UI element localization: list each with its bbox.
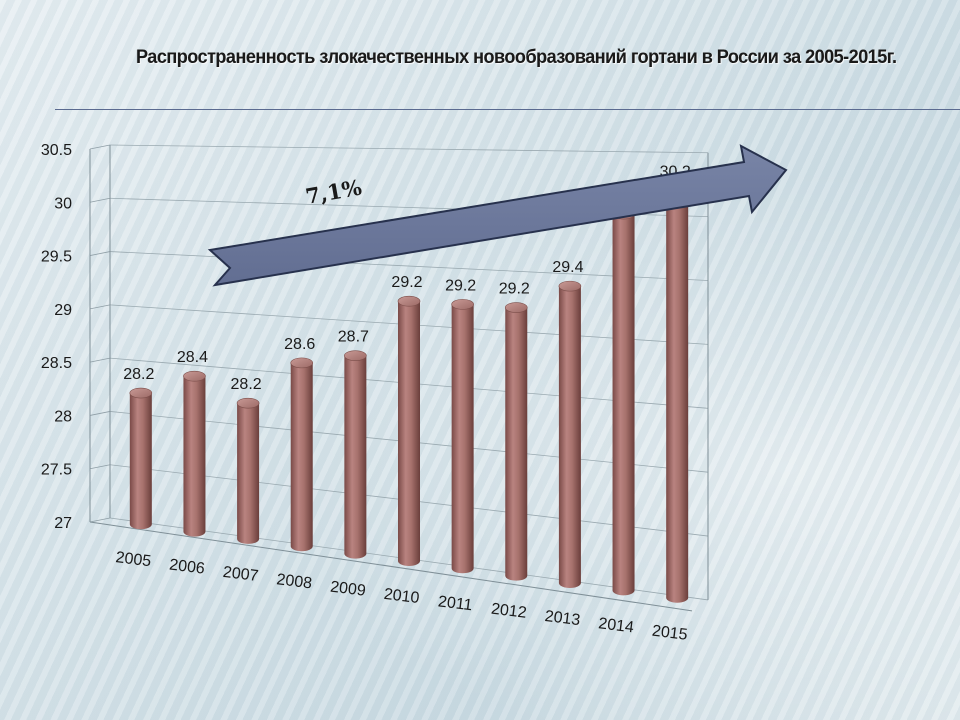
x-axis-line [89, 521, 693, 612]
value-label: 29.4 [552, 259, 583, 276]
bar-2013 [558, 280, 582, 589]
x-tick-label: 2009 [329, 579, 367, 600]
grid-line [109, 251, 709, 281]
grid-side-line [89, 197, 111, 203]
x-tick-label: 2005 [115, 549, 153, 570]
y-tick-label: 28.5 [41, 355, 72, 372]
bar-body [290, 362, 313, 552]
bar-2005 [129, 387, 153, 530]
x-tick-label: 2007 [222, 564, 260, 585]
x-tick-label: 2013 [544, 608, 582, 629]
slide-title: Распространенность злокачественных новоо… [136, 46, 897, 68]
grid-side-line [89, 517, 111, 523]
bar-top [183, 370, 206, 382]
bar-body [666, 190, 689, 603]
axes [89, 145, 709, 612]
grid-line [109, 144, 709, 154]
x-axis-labels: 2005 2006 2007 2008 2009 2010 2011 2012 2013 2014… [115, 549, 689, 644]
bar-2014 [612, 208, 635, 596]
value-label: 28.4 [177, 349, 208, 366]
bar-body [237, 403, 260, 544]
bar-body [612, 214, 635, 596]
y-tick-label: 29.5 [41, 249, 72, 266]
x-tick-label: 2008 [276, 571, 314, 592]
bar-body [398, 301, 420, 566]
bar-2015 [665, 185, 689, 603]
bar-body [344, 355, 367, 559]
bar-top [344, 350, 367, 361]
value-label: 28.6 [284, 336, 315, 353]
bar-body [183, 376, 206, 537]
title-divider [55, 109, 960, 110]
bar-top [290, 357, 314, 369]
y-tick-label: 30 [54, 195, 72, 212]
value-label: 29.2 [391, 274, 422, 291]
value-label: 29.2 [445, 277, 476, 294]
x-tick-label: 2011 [437, 593, 473, 614]
bar-2011 [451, 299, 474, 574]
bar-top [451, 299, 474, 310]
trend-arrow: 7,1% [207, 144, 788, 287]
grid-side-line [89, 304, 111, 310]
y-tick-label: 27.5 [41, 462, 72, 479]
grid-side-line [89, 144, 111, 150]
bar-top [129, 387, 153, 399]
x-tick-label: 2006 [168, 556, 206, 577]
bar-2007 [236, 397, 260, 544]
bar-body [451, 304, 474, 574]
bar-top [236, 397, 260, 409]
x-tick-label: 2014 [597, 615, 635, 636]
bar-2006 [183, 370, 206, 537]
grid-side-line [89, 411, 111, 416]
grid-side-line [89, 251, 111, 256]
value-label: 28.2 [123, 366, 154, 383]
bar-body [129, 393, 152, 530]
value-label: 28.7 [338, 329, 369, 346]
bar-body [505, 307, 528, 581]
y-tick-label: 28 [54, 408, 72, 425]
bar-2009 [344, 350, 367, 559]
bar-2012 [504, 302, 528, 581]
grid-side-line [89, 357, 111, 363]
x-tick-label: 2010 [383, 586, 421, 607]
value-labels: 28.228.428.228.628.729.229.229.229.43030… [123, 163, 691, 393]
y-tick-label: 27 [54, 515, 72, 532]
x-tick-label: 2015 [651, 623, 689, 644]
bar-top [558, 280, 582, 292]
x-tick-label: 2012 [490, 601, 528, 622]
bar-2010 [397, 295, 421, 566]
trend-arrow-icon [207, 144, 788, 287]
value-label: 28.2 [231, 376, 262, 393]
bar-body [558, 286, 581, 589]
value-label: 29.2 [499, 281, 530, 298]
trend-percent-label: 7,1% [304, 174, 364, 208]
bar-top [397, 295, 421, 307]
y-tick-label: 30.5 [41, 142, 72, 159]
bar-top [504, 302, 528, 313]
y-axis-ticks: 27 27.5 28 28.5 29 29.5 30 30.5 [41, 142, 72, 532]
bars [129, 185, 689, 603]
y-tick-label: 29 [54, 302, 72, 319]
bar-2008 [290, 357, 314, 552]
grid-side-line [89, 464, 111, 470]
